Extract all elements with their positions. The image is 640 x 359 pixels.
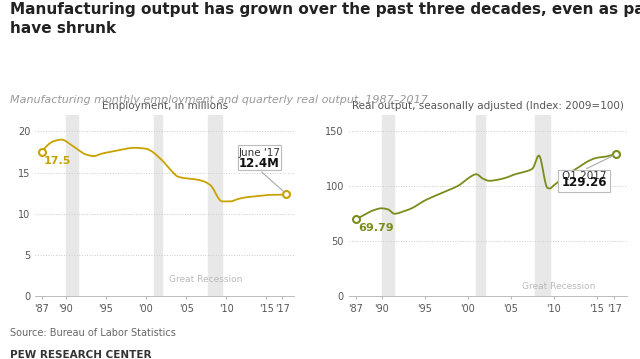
Text: Q1 2017: Q1 2017	[562, 171, 606, 181]
Text: Manufacturing monthly employment and quarterly real output, 1987–2017: Manufacturing monthly employment and qua…	[10, 95, 428, 105]
Text: June '17: June '17	[239, 148, 280, 158]
FancyBboxPatch shape	[238, 145, 281, 170]
Bar	[208, 115, 222, 296]
Text: 129.26: 129.26	[561, 176, 607, 190]
Text: Great Recession: Great Recession	[522, 282, 595, 291]
Text: Manufacturing output has grown over the past three decades, even as payrolls
hav: Manufacturing output has grown over the …	[10, 2, 640, 36]
Text: Great Recession: Great Recession	[170, 275, 243, 284]
Title: Employment, in millions: Employment, in millions	[102, 101, 228, 111]
Bar	[154, 115, 162, 296]
Text: 12.4M: 12.4M	[239, 157, 280, 170]
Text: PEW RESEARCH CENTER: PEW RESEARCH CENTER	[10, 350, 151, 359]
Bar	[534, 115, 550, 296]
Bar	[381, 115, 394, 296]
Text: Source: Bureau of Labor Statistics: Source: Bureau of Labor Statistics	[10, 328, 175, 339]
Bar	[476, 115, 485, 296]
FancyBboxPatch shape	[558, 170, 610, 192]
Title: Real output, seasonally adjusted (Index: 2009=100): Real output, seasonally adjusted (Index:…	[352, 101, 624, 111]
Bar	[66, 115, 77, 296]
Text: 17.5: 17.5	[44, 156, 71, 166]
Text: 69.79: 69.79	[358, 223, 394, 233]
